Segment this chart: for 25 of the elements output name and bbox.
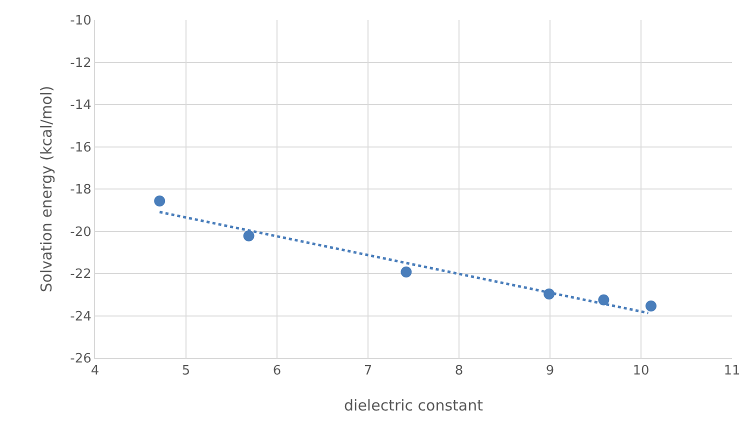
x-tick-label: 6 — [272, 364, 282, 379]
point — [598, 294, 610, 306]
y-axis-title: Solvation energy (kcal/mol) — [37, 86, 56, 292]
y-tick-label: -18 — [70, 182, 92, 198]
y-tick-label: -26 — [70, 352, 92, 367]
x-tick-label: 9 — [546, 364, 554, 379]
y-tick-label: -14 — [70, 98, 92, 114]
point — [646, 300, 657, 312]
y-tick-label: -22 — [70, 267, 92, 282]
x-axis-title: dielectric constant — [344, 396, 484, 415]
x-tick-label: 4 — [90, 364, 100, 379]
x-tick-label: 5 — [182, 364, 190, 379]
point — [544, 288, 555, 300]
x-tick-label: 8 — [454, 364, 464, 379]
x-tick-label: 10 — [632, 364, 650, 379]
x-tick-label: 11 — [724, 364, 740, 379]
point — [243, 230, 254, 242]
x-tick-label: 7 — [364, 364, 372, 379]
point — [154, 196, 166, 207]
y-tick-label: -16 — [70, 140, 92, 156]
y-tick-label: -20 — [70, 224, 92, 240]
y-tick-label: -12 — [70, 56, 92, 71]
point — [400, 266, 412, 278]
y-tick-label: -24 — [70, 309, 92, 324]
y-tick-label: -10 — [70, 14, 92, 29]
